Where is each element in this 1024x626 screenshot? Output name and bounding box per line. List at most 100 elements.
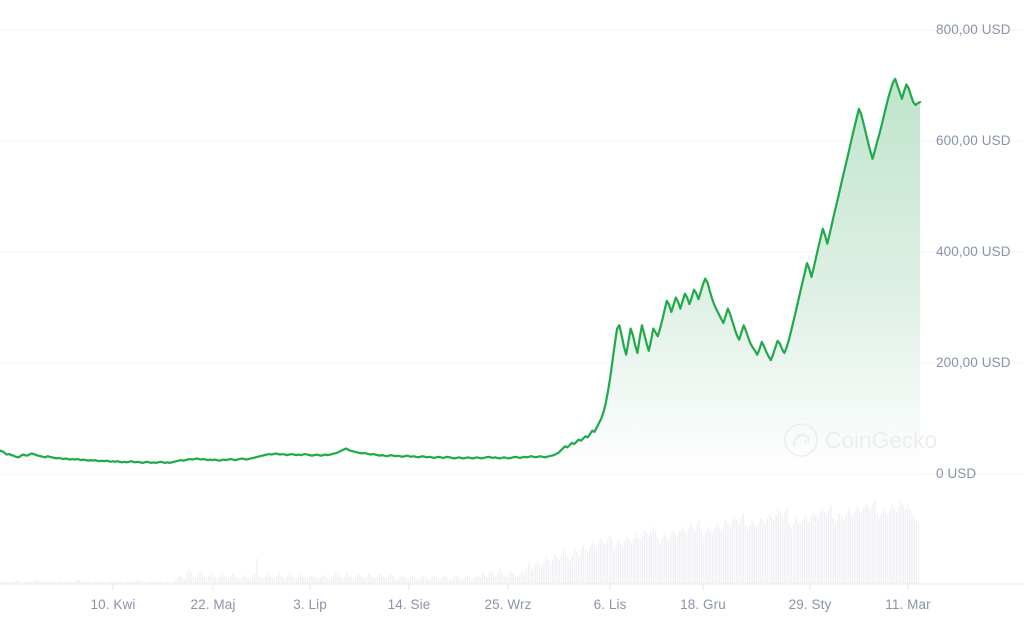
volume-bar: [184, 579, 186, 584]
volume-bar: [639, 540, 641, 584]
volume-bar: [692, 526, 694, 584]
area-path: [0, 78, 920, 474]
x-axis-label: 25. Wrz: [484, 597, 532, 612]
volume-bar: [407, 579, 409, 584]
volume-bar: [322, 574, 324, 584]
x-axis-label: 6. Lis: [593, 597, 627, 612]
volume-bar: [484, 575, 486, 584]
volume-bar: [753, 523, 755, 584]
volume-bar: [148, 580, 151, 584]
volume-bar: [593, 545, 595, 584]
volume-bar: [381, 575, 383, 584]
volume-bar: [418, 579, 420, 584]
volume-bar: [46, 580, 48, 584]
volume-bar: [398, 577, 401, 584]
volume-bar: [424, 577, 427, 584]
volume-bar: [8, 581, 11, 584]
volume-bar: [43, 581, 46, 584]
volume-bar: [319, 577, 322, 584]
volume-bar: [232, 573, 234, 584]
volume-bar: [644, 530, 646, 584]
volume-bar: [100, 582, 103, 584]
volume-bar: [396, 579, 398, 584]
volume-bar: [414, 577, 416, 584]
volume-bar: [254, 573, 256, 584]
volume-bar: [797, 521, 799, 584]
volume-bar: [249, 579, 252, 584]
volume-bar: [332, 574, 335, 584]
volume-bar: [87, 580, 89, 584]
volume-bar: [464, 577, 466, 584]
volume-bar: [906, 503, 909, 584]
volume-bar: [521, 571, 523, 584]
volume-bar: [120, 581, 122, 584]
volume-bar: [159, 581, 162, 584]
volume-bar: [260, 578, 263, 584]
volume-bar: [779, 513, 782, 584]
volume-bar: [503, 575, 506, 584]
volume-bar: [188, 568, 190, 584]
volume-bar: [330, 577, 333, 584]
volume-bar: [902, 505, 904, 584]
volume-bar: [107, 581, 109, 584]
volume-bar: [569, 560, 571, 584]
volume-bar: [547, 560, 549, 584]
volume-bar: [175, 578, 177, 584]
volume-bar: [841, 516, 843, 584]
volume-bar: [764, 523, 766, 584]
volume-bar: [13, 581, 15, 584]
volume-bar: [240, 577, 243, 584]
x-axis-label: 18. Gru: [680, 597, 726, 612]
volume-bar: [179, 575, 181, 584]
volume-bar: [749, 525, 751, 584]
volume-bar: [486, 577, 488, 584]
volume-bar: [736, 520, 738, 584]
volume-bar: [900, 501, 902, 584]
volume-bar: [289, 573, 291, 584]
volume-bar: [657, 537, 659, 584]
volume-bar: [219, 576, 221, 584]
volume-bar: [286, 576, 289, 584]
volume-bar: [694, 530, 696, 584]
volume-bar: [790, 528, 793, 584]
volume-bar: [186, 573, 188, 584]
volume-bar: [30, 582, 33, 584]
volume-bar: [782, 516, 784, 584]
volume-bar: [849, 513, 852, 584]
volume-bar: [663, 533, 666, 584]
volume-bar: [262, 578, 265, 584]
volume-bar: [440, 579, 442, 584]
volume-bar: [324, 576, 326, 584]
volume-bar: [744, 525, 747, 584]
volume-bar: [403, 577, 405, 584]
volume-bar: [282, 577, 284, 584]
volume-bar: [556, 557, 558, 584]
volume-bar: [512, 573, 514, 584]
volume-bar: [238, 579, 241, 584]
volume-bar: [580, 550, 582, 584]
x-axis-label: 3. Lip: [293, 597, 327, 612]
volume-bar: [409, 577, 411, 584]
volume-bar: [61, 581, 63, 584]
volume-bar: [111, 581, 114, 584]
volume-bar: [915, 520, 917, 584]
volume-bar: [63, 582, 65, 584]
volume-bar: [470, 578, 473, 584]
volume-bar: [608, 535, 611, 584]
volume-bar: [536, 560, 539, 584]
volume-bar: [654, 530, 657, 584]
volume-bar: [98, 581, 100, 584]
volume-bar: [854, 511, 856, 584]
volume-bar: [335, 572, 337, 584]
volume-bar: [177, 577, 179, 584]
volume-bar: [602, 542, 604, 584]
volume-bar: [201, 573, 203, 584]
volume-bar: [808, 521, 810, 584]
volume-bar: [814, 515, 817, 584]
volume-bar: [0, 582, 2, 584]
volume-bar: [96, 580, 98, 584]
volume-bar: [352, 578, 355, 584]
volume-bar: [370, 575, 372, 584]
